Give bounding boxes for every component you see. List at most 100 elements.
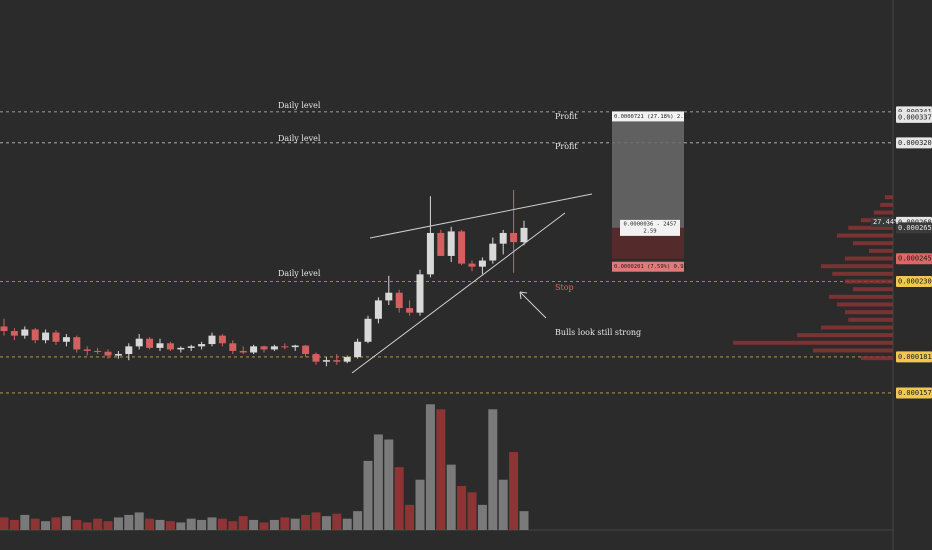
volume-bar [321, 516, 331, 530]
profile-bar [848, 317, 893, 322]
volume-bar [30, 518, 40, 530]
volume-bar [467, 492, 477, 530]
level-label: Daily level [278, 269, 321, 278]
level-label: Daily level [278, 101, 321, 110]
volume-bar [113, 517, 123, 530]
candle-body [343, 357, 351, 362]
volume-bar [290, 518, 300, 530]
profile-bar [837, 302, 893, 307]
volume-bar [20, 514, 30, 530]
profile-bar [885, 195, 893, 200]
candle-body [458, 231, 466, 264]
price-box [896, 253, 932, 265]
profile-bar [869, 248, 893, 253]
candle-body [312, 354, 320, 362]
price-label: 0.0002689 [898, 218, 932, 226]
target-box [612, 111, 684, 122]
arrow [519, 291, 547, 319]
profile-bar [832, 271, 893, 276]
price-box [896, 276, 932, 288]
volume-bar [124, 514, 134, 530]
candle-body [385, 292, 393, 301]
volume-bar [342, 518, 352, 530]
candle-body [114, 354, 122, 356]
candle-body [437, 232, 445, 256]
price-label: 0.0002452 [898, 255, 932, 263]
volume-bar [457, 486, 467, 530]
candle-body [499, 232, 507, 244]
profile-bar [848, 225, 893, 230]
volume-bar [51, 517, 61, 530]
change-label: 27.44% [873, 218, 899, 226]
price-label: 0.0002653 [898, 224, 932, 232]
profile-bar [880, 202, 893, 207]
profile-bar [853, 241, 893, 246]
candle-body [270, 346, 278, 350]
volume-bar [436, 409, 446, 530]
candle-body [406, 308, 414, 313]
volume-bar [249, 519, 259, 530]
volume-bar [509, 452, 519, 530]
candle-body [21, 329, 29, 336]
volume-bar [363, 460, 373, 530]
volume-bar [197, 519, 207, 530]
candle-body [468, 263, 476, 267]
volume-bar [176, 522, 186, 530]
volume-bar [488, 409, 498, 530]
volume-bar [238, 516, 248, 530]
profile-bar [845, 279, 893, 284]
volume-bar [82, 522, 92, 530]
volume-bar [394, 467, 404, 530]
volume-bar [259, 522, 269, 530]
volume-bar [498, 479, 508, 530]
profile-bar [821, 325, 893, 330]
volume-bar [145, 518, 155, 530]
comment: Bulls look still strong [555, 328, 641, 337]
volume-bar [269, 519, 279, 530]
candle-body [520, 227, 528, 243]
candle-body [416, 274, 424, 313]
volume-bar [353, 511, 363, 530]
price-label: 0.0003208 [898, 139, 932, 147]
volume-bar [207, 517, 217, 530]
profile-bar [733, 340, 893, 345]
price-box [896, 222, 932, 234]
profit-label: Profit [555, 142, 578, 151]
candle-body [489, 243, 497, 261]
candle-body [0, 326, 8, 332]
volume-bar [9, 519, 19, 530]
profile-bar [829, 294, 893, 299]
profile-bar [797, 333, 893, 338]
profile-bar [837, 233, 893, 238]
profile-bar [813, 348, 893, 353]
candle-body [322, 360, 330, 362]
candle-body [10, 331, 18, 336]
candle-body [42, 332, 50, 341]
candle-body [31, 329, 39, 341]
trend-line [351, 212, 566, 374]
volume-bar [41, 521, 51, 530]
candle-body [478, 260, 486, 267]
profile-bar [861, 356, 893, 361]
volume-bar [425, 404, 435, 530]
candle-body [260, 346, 268, 350]
volume-bar [415, 479, 425, 530]
candle-body [333, 360, 341, 362]
volume-bar [405, 504, 415, 530]
price-box [896, 387, 932, 399]
candle-body [302, 345, 310, 355]
volume-bar [217, 518, 227, 530]
stop-label: Stop [555, 283, 574, 292]
price-box [896, 111, 932, 123]
profile-bar [821, 264, 893, 269]
price-box [896, 137, 932, 149]
price-label: 0.0001811 [898, 353, 932, 361]
volume-bar [373, 434, 383, 530]
candle-body [447, 231, 455, 256]
candle-body [62, 337, 70, 342]
candle-body [250, 346, 258, 353]
volume-bar [186, 518, 196, 530]
